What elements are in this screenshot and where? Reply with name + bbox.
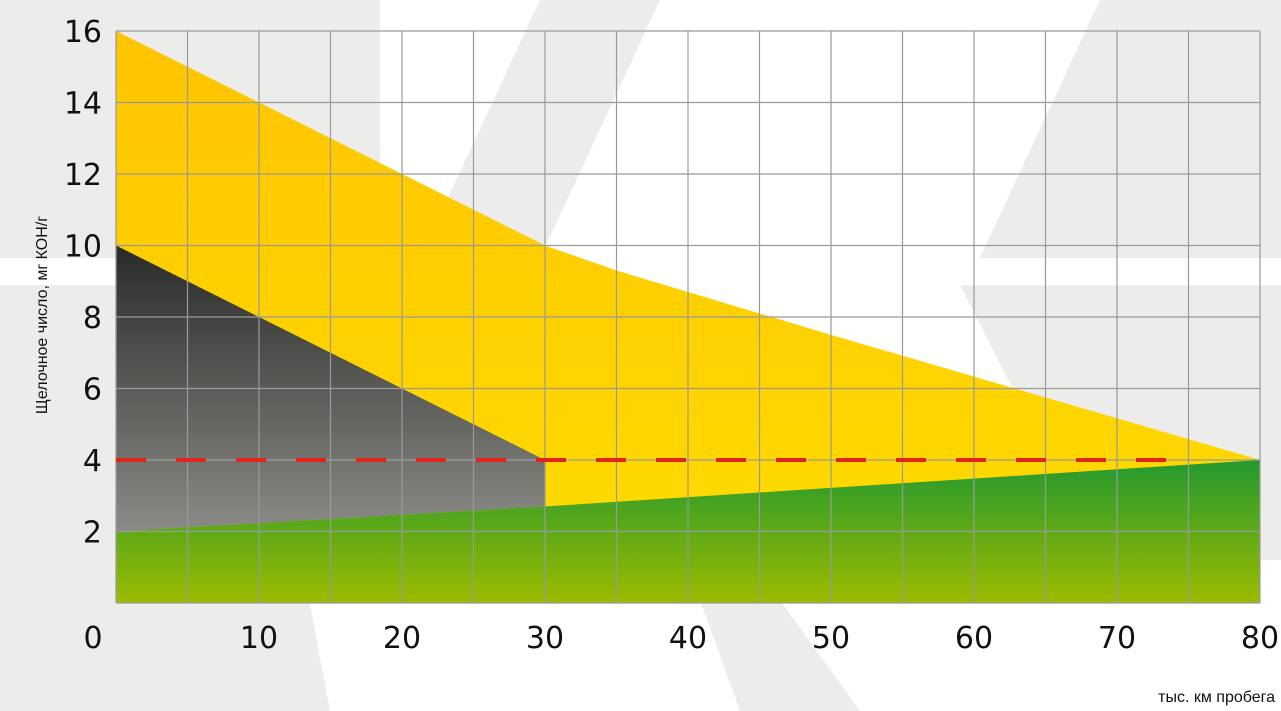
y-tick-label: 8 [83,301,102,336]
y-tick-label: 10 [64,230,102,265]
x-tick-label: 0 [83,621,102,656]
y-tick-label: 2 [83,516,102,551]
y-tick-label: 14 [64,87,102,122]
y-axis-label: Щелочное число, мг КОН/г [34,216,51,414]
decor-chevron-top-mid [420,0,660,258]
x-tick-label: 60 [955,621,993,656]
x-tick-label: 10 [240,621,278,656]
x-tick-label: 70 [1098,621,1136,656]
x-tick-label: 40 [669,621,707,656]
x-tick-label: 50 [812,621,850,656]
y-tick-label: 16 [64,15,102,50]
x-tick-label: 80 [1241,621,1279,656]
x-tick-label: 20 [383,621,421,656]
x-axis-ticks: 0 10 20 30 40 50 60 70 80 [83,621,1279,656]
x-axis-label: тыс. км пробега [1158,689,1275,706]
y-tick-label: 12 [64,158,102,193]
y-tick-label: 6 [83,373,102,408]
chart-grid [115,30,1261,604]
decor-chevron-top-right [980,0,1281,258]
y-axis-ticks: 2 4 6 8 10 12 14 16 [64,15,102,551]
y-tick-label: 4 [83,444,102,479]
x-tick-label: 30 [526,621,564,656]
decor-chevron-bottom-mid [700,600,860,711]
